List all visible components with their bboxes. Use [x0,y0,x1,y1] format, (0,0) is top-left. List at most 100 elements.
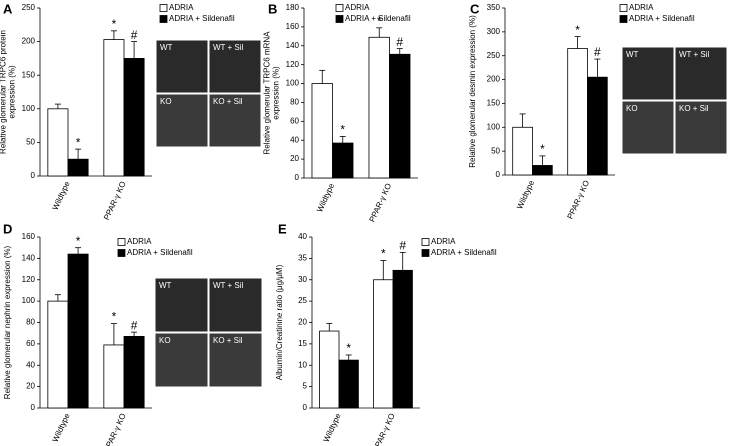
bar [389,53,411,179]
micrograph [155,39,209,94]
legend-label: ADRIA + Sildenafil [127,248,193,257]
y-tick-label: 250 [487,51,501,60]
significance-marker: * [76,135,81,149]
micrograph [621,100,675,155]
y-tick-label: 40 [298,232,307,241]
x-tick-label: Wildtype [322,411,343,443]
micrograph-label: KO + Sil [679,104,709,113]
bar [373,279,394,409]
legend-swatch [335,15,344,23]
bar [567,48,588,176]
bar [123,335,145,409]
y-tick-label: 140 [22,253,36,262]
x-tick-label: PPAR-γ KO [102,180,128,222]
y-tick-label: 50 [491,146,500,155]
legend-label: ADRIA [169,3,194,12]
y-axis-label: Relative glomerular desmin expression (%… [468,15,477,168]
x-tick-label: Wildtype [315,181,336,213]
error-bar [75,148,82,160]
error-bar [110,30,117,40]
bar [103,39,125,177]
y-tick-label: 0 [303,403,308,412]
micrograph [674,100,728,155]
legend-swatch [421,249,430,257]
micrograph-label: KO [159,336,171,345]
error-bar [539,155,546,166]
error-bar [574,36,581,49]
y-tick-label: 100 [22,104,36,113]
y-tick-label: 50 [26,138,35,147]
bar [67,158,89,177]
significance-marker: * [112,17,117,31]
y-axis-label: Relative glomerular nephrin expression (… [3,245,12,399]
error-bar [594,58,601,78]
legend-label: ADRIA [629,3,654,12]
micrograph [674,46,728,101]
micrograph-label: WT [626,50,639,59]
y-tick-label: 40 [26,360,35,369]
legend-swatch [619,15,628,23]
panel-letter: D [3,221,12,236]
legend-label: ADRIA + Sildenafil [629,14,695,23]
error-bar [399,251,406,271]
y-tick-label: 100 [487,122,501,131]
error-bar [110,323,117,345]
bar [103,344,125,409]
micrograph [208,93,262,148]
legend-label: ADRIA + Sildenafil [431,248,497,257]
y-tick-label: 35 [298,253,307,262]
y-tick-label: 60 [290,116,299,125]
y-tick-label: 150 [22,70,36,79]
legend-label: ADRIA [345,3,370,12]
panel-letter: C [470,1,480,16]
y-tick-label: 15 [298,339,307,348]
y-axis-label: expression (%) [8,65,17,119]
error-bar [54,294,61,302]
significance-marker: * [377,14,382,28]
significance-marker: * [540,142,545,156]
y-tick-label: 120 [22,275,36,284]
y-tick-label: 60 [26,339,35,348]
y-tick-label: 140 [286,41,300,50]
y-tick-label: 150 [487,99,501,108]
legend-label: ADRIA [127,237,152,246]
y-tick-label: 100 [22,296,36,305]
micrograph-label: KO [626,104,638,113]
panel-letter: A [3,1,13,16]
micrograph [208,277,263,333]
panel-letter: B [268,1,277,16]
micrograph [208,332,263,388]
significance-marker: * [76,234,81,248]
y-tick-label: 180 [286,3,300,12]
bar [332,142,354,179]
y-tick-label: 20 [298,318,307,327]
bar [512,126,533,176]
error-bar [326,322,333,332]
micrograph-label: KO + Sil [213,336,243,345]
y-tick-label: 350 [487,3,501,12]
legend-swatch [421,238,430,246]
error-bar [519,113,526,128]
x-tick-label: Wildtype [515,178,536,210]
y-tick-label: 300 [487,27,501,36]
micrograph-label: WT + Sil [679,50,710,59]
significance-marker: # [396,35,403,49]
y-tick-label: 80 [26,318,35,327]
legend-swatch [117,238,126,246]
bar [338,359,359,409]
y-tick-label: 10 [298,360,307,369]
legend-swatch [159,15,168,23]
significance-marker: * [340,123,345,137]
y-tick-label: 200 [487,75,501,84]
significance-marker: * [575,23,580,37]
y-tick-label: 20 [290,154,299,163]
legend-swatch [335,4,344,12]
y-tick-label: 40 [290,135,299,144]
error-bar [131,41,138,59]
bar [532,165,553,176]
significance-marker: * [346,341,351,355]
micrograph [621,46,675,101]
x-tick-label: PPAR-γ KO [565,179,591,221]
y-tick-label: 120 [286,60,300,69]
y-tick-label: 200 [22,37,36,46]
